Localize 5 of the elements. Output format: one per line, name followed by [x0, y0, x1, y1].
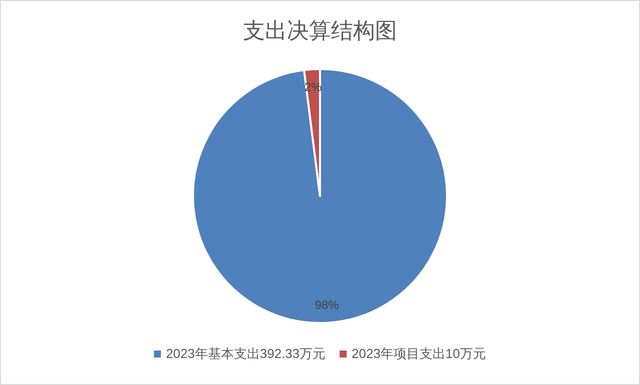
legend-label: 2023年项目支出10万元	[352, 346, 486, 361]
pie-slice	[192, 68, 448, 324]
chart-title: 支出决算结构图	[243, 18, 397, 43]
legend-label: 2023年基本支出392.33万元	[166, 346, 326, 361]
data-label: 98%	[314, 298, 340, 312]
